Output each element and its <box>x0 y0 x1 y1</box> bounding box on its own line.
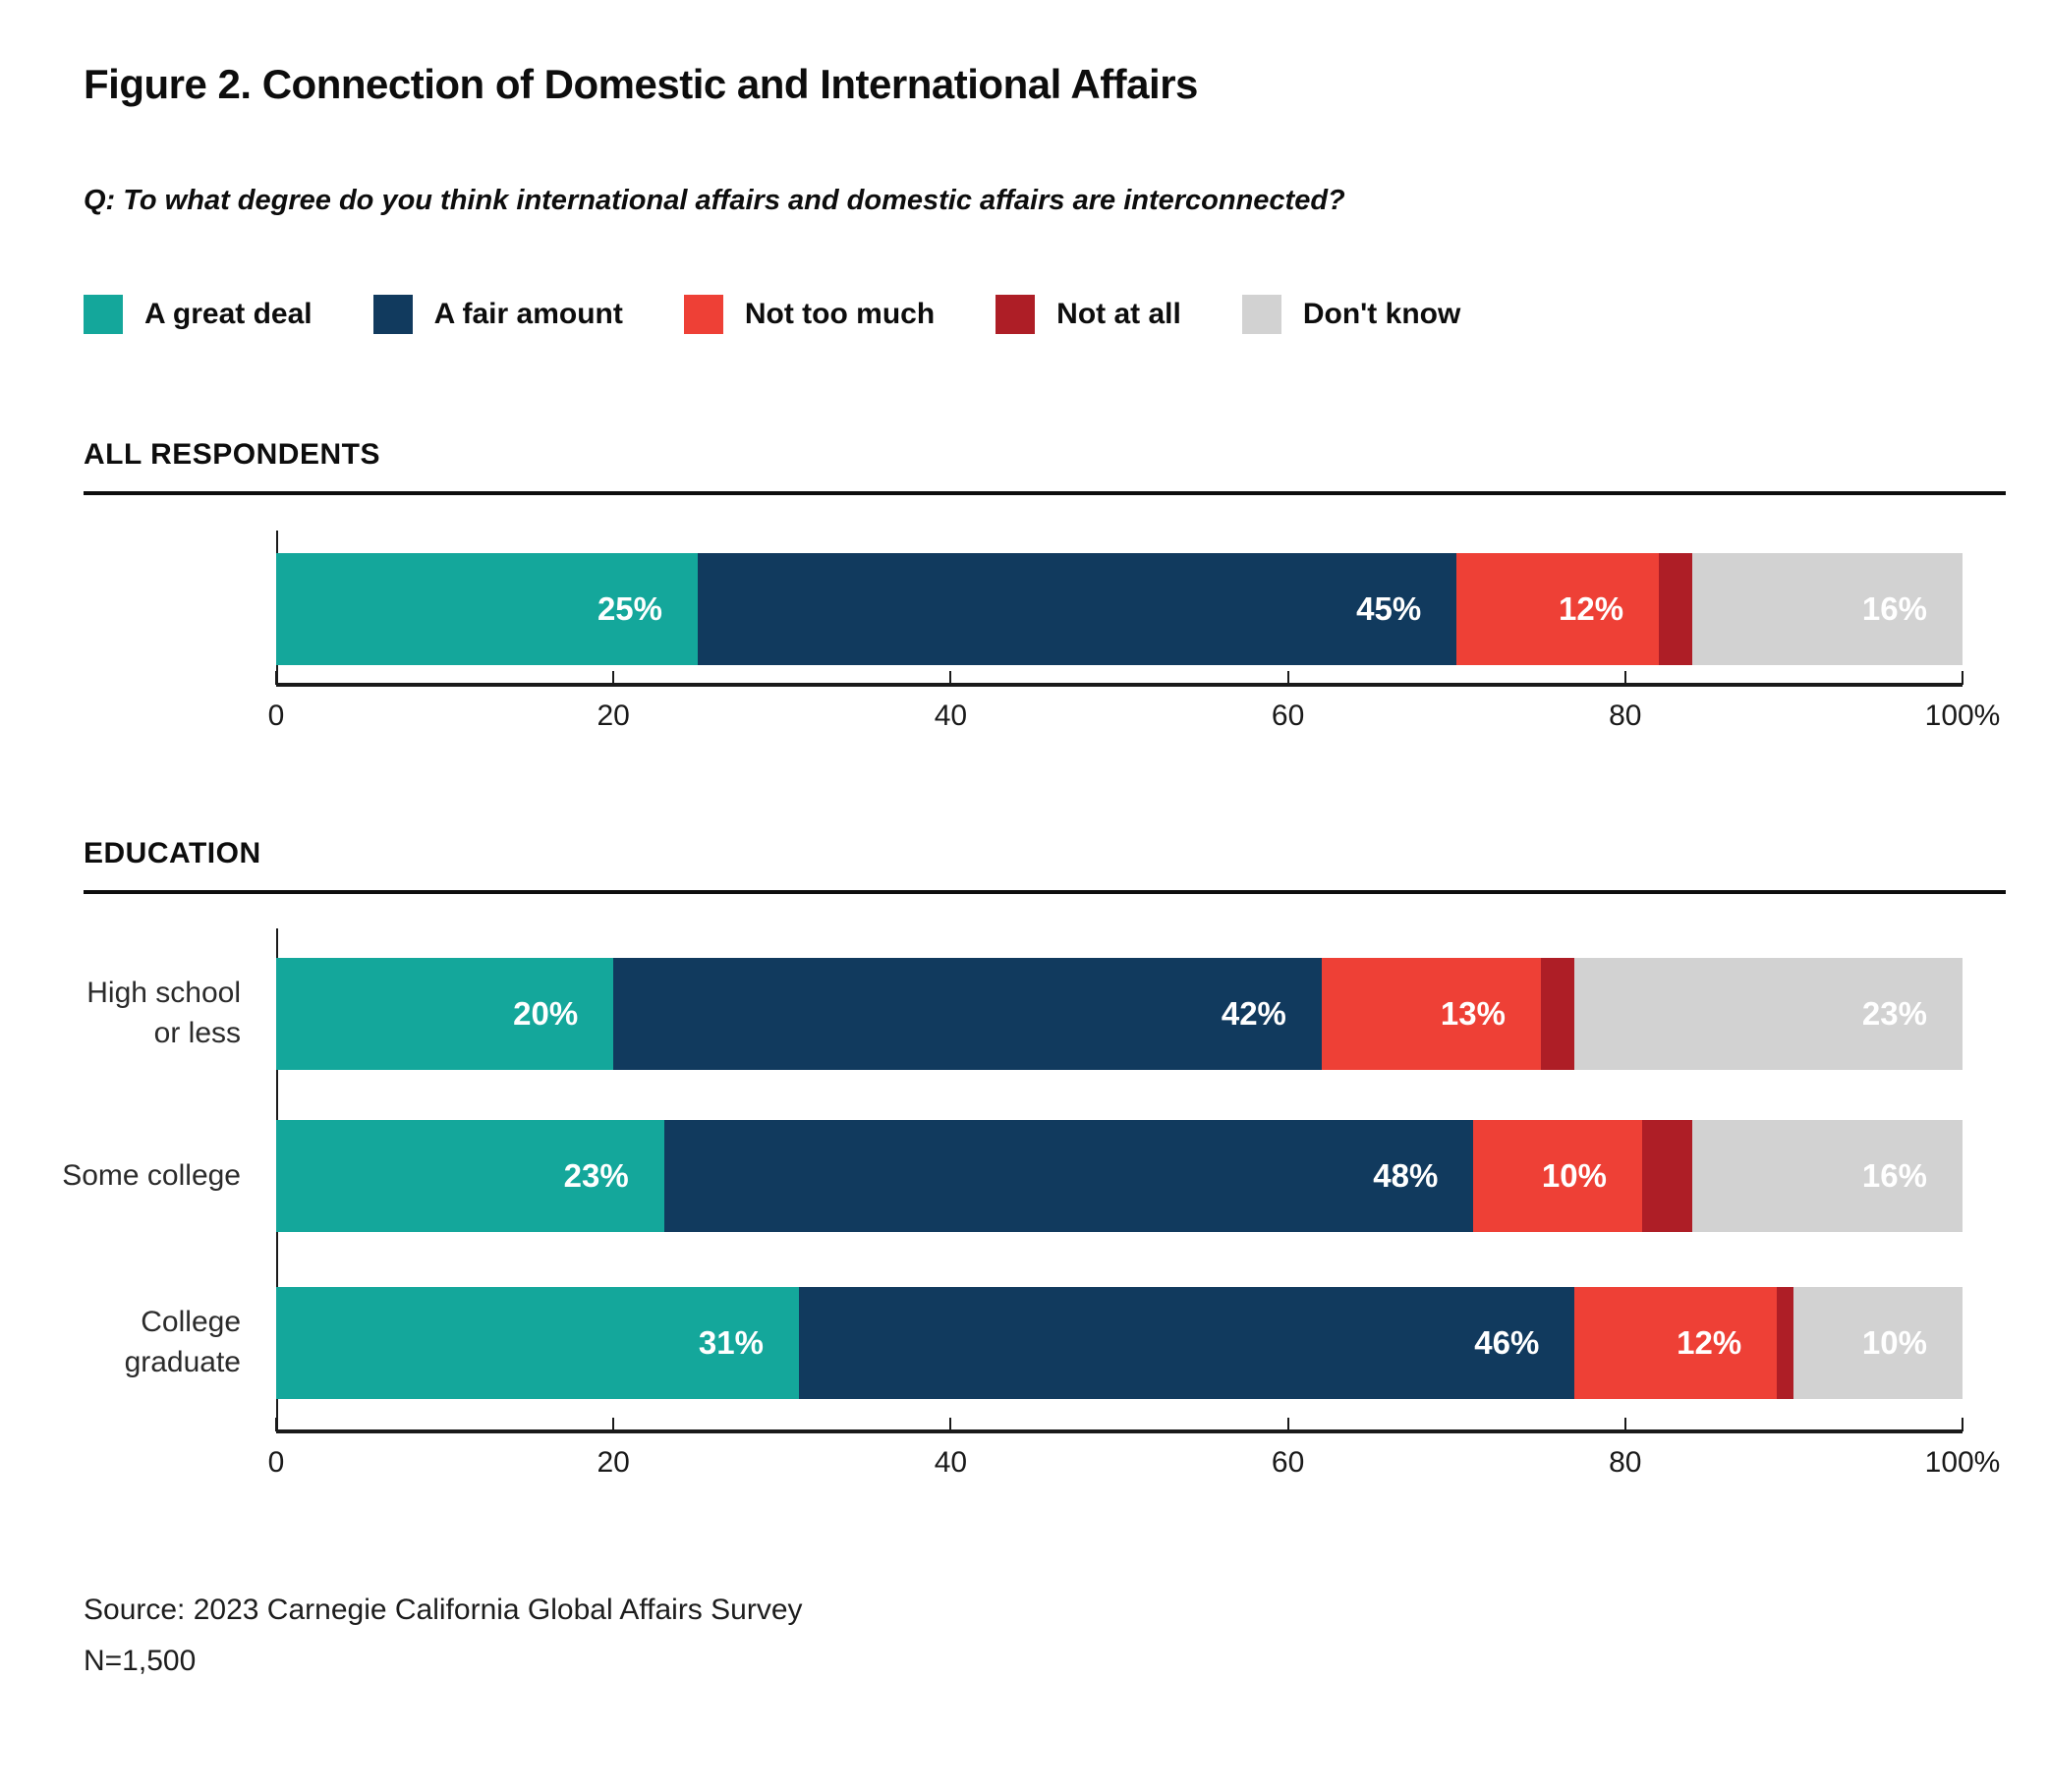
legend-swatch-icon <box>372 295 413 334</box>
x-axis-tick <box>1962 1418 1963 1431</box>
legend-item: Don't know <box>1241 295 1461 334</box>
category-label: Some college <box>62 1158 241 1192</box>
legend-item: A fair amount <box>372 295 623 334</box>
stacked-bar-college-graduate: 31% 46% 12% 10% <box>276 1287 1963 1399</box>
bar-segment <box>1777 1287 1794 1399</box>
x-axis-tick-label: 80 <box>1609 700 1642 732</box>
legend-swatch-icon <box>1241 295 1281 334</box>
legend-label: A fair amount <box>433 298 623 330</box>
x-axis-tick-label: 0 <box>267 700 285 732</box>
x-axis-tick <box>1962 671 1963 685</box>
stacked-bar-some-college: 23% 48% 10% 16% <box>276 1120 1963 1232</box>
figure-title: Figure 2. Connection of Domestic and Int… <box>84 61 1198 107</box>
x-axis-tick-label: 60 <box>1271 1446 1305 1479</box>
bar-value-label: 16% <box>1861 1157 1927 1194</box>
x-axis-tick <box>949 671 952 685</box>
bar-value-label: 31% <box>698 1324 764 1361</box>
bar-value-label: 42% <box>1221 995 1286 1032</box>
x-axis-tick <box>949 1418 952 1431</box>
category-label: College graduate <box>124 1306 241 1378</box>
category-label: High school or less <box>86 977 241 1049</box>
bar-value-label: 48% <box>1373 1157 1439 1194</box>
x-axis-tick-label: 20 <box>597 700 630 732</box>
bar-segment <box>1540 958 1575 1070</box>
bar-segment: 23% <box>276 1120 664 1232</box>
x-axis-tick <box>1623 671 1626 685</box>
x-axis-tick <box>1286 1418 1289 1431</box>
bar-value-label: 16% <box>1861 590 1927 627</box>
legend-item: Not too much <box>683 295 936 334</box>
survey-question: Q: To what degree do you think internati… <box>84 185 1345 216</box>
bar-value-label: 20% <box>513 995 579 1032</box>
x-axis-tick <box>1623 1418 1626 1431</box>
legend: A great deal A fair amount Not too much Not… <box>84 295 1460 334</box>
legend-label: Not at all <box>1056 298 1181 330</box>
legend-label: Don't know <box>1302 298 1461 330</box>
stacked-bar-all-respondents: 25% 45% 12% 16% <box>276 553 1963 665</box>
stacked-bar-high-school-or-less: 20% 42% 13% 23% <box>276 958 1963 1070</box>
section-header-all-respondents: ALL RESPONDENTS <box>84 438 380 471</box>
x-axis-tick <box>1286 671 1289 685</box>
x-axis-tick <box>612 1418 615 1431</box>
bar-segment <box>1659 553 1693 665</box>
section-rule-all-respondents <box>84 491 2006 495</box>
bar-value-label: 13% <box>1440 995 1506 1032</box>
bar-segment: 45% <box>698 553 1457 665</box>
x-axis-line <box>276 1429 1963 1433</box>
legend-swatch-icon <box>84 295 123 334</box>
bar-value-label: 25% <box>597 590 662 627</box>
bar-segment: 31% <box>276 1287 799 1399</box>
bar-value-label: 12% <box>1677 1324 1742 1361</box>
x-axis-tick-label: 40 <box>934 1446 968 1479</box>
bar-segment: 12% <box>1574 1287 1778 1399</box>
legend-item: Not at all <box>996 295 1181 334</box>
source-text: Source: 2023 Carnegie California Global … <box>84 1594 803 1626</box>
bar-segment: 20% <box>276 958 614 1070</box>
bar-segment: 25% <box>276 553 698 665</box>
x-axis-tick <box>275 671 277 685</box>
bar-segment: 10% <box>1473 1120 1642 1232</box>
x-axis-tick-label: 20 <box>597 1446 630 1479</box>
bar-segment: 48% <box>663 1120 1474 1232</box>
bar-segment: 16% <box>1692 1120 1963 1232</box>
bar-segment: 42% <box>613 958 1322 1070</box>
legend-swatch-icon <box>683 295 723 334</box>
x-axis-tick-label: 100% <box>1924 700 2001 732</box>
x-axis-tick <box>275 1418 277 1431</box>
x-axis-tick <box>612 671 615 685</box>
x-axis-line <box>276 683 1963 687</box>
legend-swatch-icon <box>996 295 1036 334</box>
bar-value-label: 12% <box>1559 590 1624 627</box>
bar-value-label: 10% <box>1541 1157 1607 1194</box>
legend-item: A great deal <box>84 295 313 334</box>
bar-segment: 16% <box>1692 553 1963 665</box>
section-header-education: EDUCATION <box>84 837 261 869</box>
bar-value-label: 46% <box>1474 1324 1540 1361</box>
bar-segment: 10% <box>1793 1287 1963 1399</box>
x-axis-tick-label: 100% <box>1924 1446 2001 1479</box>
bar-segment: 23% <box>1574 958 1963 1070</box>
bar-value-label: 45% <box>1356 590 1422 627</box>
bar-segment: 13% <box>1321 958 1541 1070</box>
legend-label: A great deal <box>144 298 313 330</box>
x-axis-tick-label: 40 <box>934 700 968 732</box>
bar-segment <box>1641 1120 1693 1232</box>
bar-value-label: 10% <box>1861 1324 1927 1361</box>
sample-size-text: N=1,500 <box>84 1645 197 1677</box>
x-axis-tick-label: 60 <box>1271 700 1305 732</box>
bar-segment: 46% <box>798 1287 1575 1399</box>
legend-label: Not too much <box>744 298 936 330</box>
section-rule-education <box>84 890 2006 894</box>
bar-value-label: 23% <box>1861 995 1927 1032</box>
x-axis-tick-label: 0 <box>267 1446 285 1479</box>
bar-value-label: 23% <box>563 1157 629 1194</box>
bar-segment: 12% <box>1456 553 1660 665</box>
x-axis-tick-label: 80 <box>1609 1446 1642 1479</box>
